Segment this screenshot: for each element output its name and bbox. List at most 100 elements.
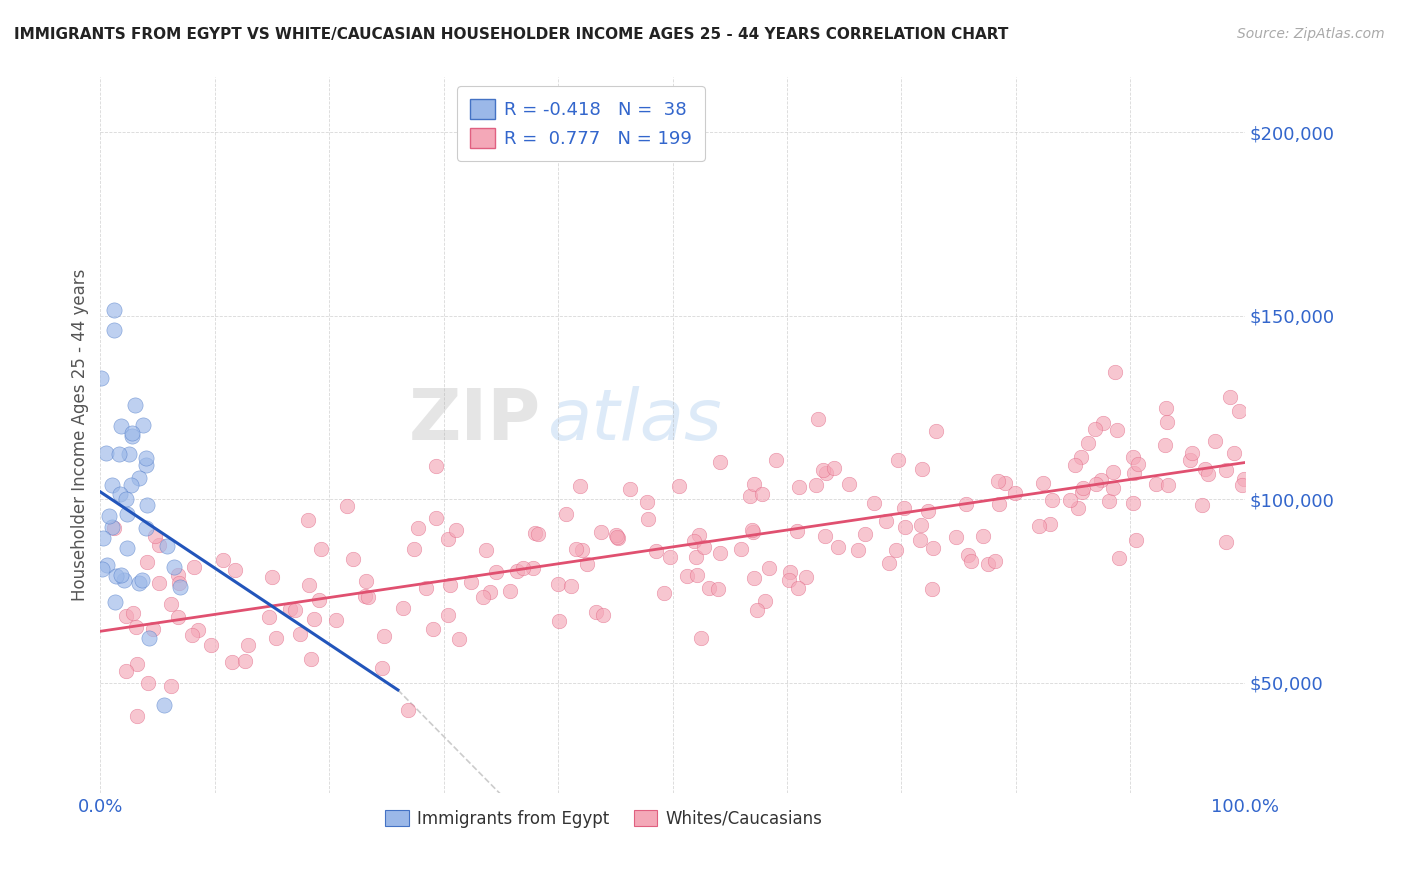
Point <box>142 622 165 636</box>
Point <box>167 568 190 582</box>
Point <box>741 523 763 537</box>
Point <box>121 429 143 443</box>
Point <box>1154 438 1177 452</box>
Point <box>637 512 659 526</box>
Point <box>155 539 177 553</box>
Point <box>683 533 706 548</box>
Point <box>1059 492 1081 507</box>
Point <box>471 590 494 604</box>
Point <box>415 581 437 595</box>
Point <box>91 531 114 545</box>
Point <box>813 462 835 476</box>
Point <box>917 504 939 518</box>
Point <box>308 593 330 607</box>
Point <box>910 517 932 532</box>
Point <box>1067 501 1090 516</box>
Point <box>1098 493 1121 508</box>
Point <box>1194 462 1216 476</box>
Point <box>1157 477 1180 491</box>
Point <box>1104 365 1126 379</box>
Point <box>1144 476 1167 491</box>
Point <box>159 597 181 611</box>
Point <box>555 508 578 522</box>
Point <box>668 478 690 492</box>
Point <box>512 560 534 574</box>
Point <box>527 527 550 541</box>
Point <box>972 529 994 543</box>
Point <box>887 453 910 467</box>
Point <box>1064 458 1087 472</box>
Point <box>1090 473 1112 487</box>
Point <box>1123 467 1146 481</box>
Point <box>619 482 641 496</box>
Point <box>135 458 157 473</box>
Point <box>911 461 934 475</box>
Point <box>709 454 731 468</box>
Point <box>299 652 322 666</box>
Point <box>96 445 118 459</box>
Point <box>779 565 801 579</box>
Point <box>373 629 395 643</box>
Point <box>786 524 808 538</box>
Point <box>309 541 332 556</box>
Point <box>396 703 419 717</box>
Point <box>893 500 915 515</box>
Point <box>298 578 321 592</box>
Point <box>707 582 730 597</box>
Point <box>118 448 141 462</box>
Point <box>354 574 377 588</box>
Point <box>148 538 170 552</box>
Point <box>676 569 699 583</box>
Point <box>128 575 150 590</box>
Point <box>1070 450 1092 465</box>
Point <box>523 526 546 541</box>
Point <box>236 638 259 652</box>
Point <box>127 708 149 723</box>
Point <box>136 675 159 690</box>
Point <box>778 574 800 588</box>
Point <box>288 627 311 641</box>
Point <box>108 446 131 460</box>
Point <box>745 603 768 617</box>
Point <box>262 569 284 583</box>
Y-axis label: Householder Income Ages 25 - 44 years: Householder Income Ages 25 - 44 years <box>72 268 89 601</box>
Point <box>221 656 243 670</box>
Point <box>104 595 127 609</box>
Point <box>910 533 932 548</box>
Point <box>125 657 148 672</box>
Point <box>1105 423 1128 437</box>
Legend: Immigrants from Egypt, Whites/Caucasians: Immigrants from Egypt, Whites/Caucasians <box>378 803 830 834</box>
Text: IMMIGRANTS FROM EGYPT VS WHITE/CAUCASIAN HOUSEHOLDER INCOME AGES 25 - 44 YEARS C: IMMIGRANTS FROM EGYPT VS WHITE/CAUCASIAN… <box>14 27 1008 42</box>
Point <box>1101 465 1123 479</box>
Point <box>110 567 132 582</box>
Point <box>121 425 143 440</box>
Point <box>1191 499 1213 513</box>
Point <box>1038 516 1060 531</box>
Point <box>814 528 837 542</box>
Point <box>921 582 943 597</box>
Point <box>827 540 849 554</box>
Point <box>1227 403 1250 417</box>
Point <box>1108 551 1130 566</box>
Point <box>754 593 776 607</box>
Point <box>128 471 150 485</box>
Point <box>838 476 860 491</box>
Point <box>1197 467 1219 482</box>
Point <box>659 550 682 565</box>
Point <box>607 531 630 545</box>
Point <box>853 527 876 541</box>
Point <box>1084 422 1107 436</box>
Point <box>264 631 287 645</box>
Point <box>90 561 112 575</box>
Point <box>787 480 810 494</box>
Point <box>1102 481 1125 495</box>
Point <box>124 398 146 412</box>
Point <box>592 607 614 622</box>
Point <box>353 590 375 604</box>
Point <box>115 492 138 507</box>
Point <box>686 568 709 582</box>
Text: ZIP: ZIP <box>409 386 541 455</box>
Point <box>548 614 571 628</box>
Point <box>506 564 529 578</box>
Point <box>846 543 869 558</box>
